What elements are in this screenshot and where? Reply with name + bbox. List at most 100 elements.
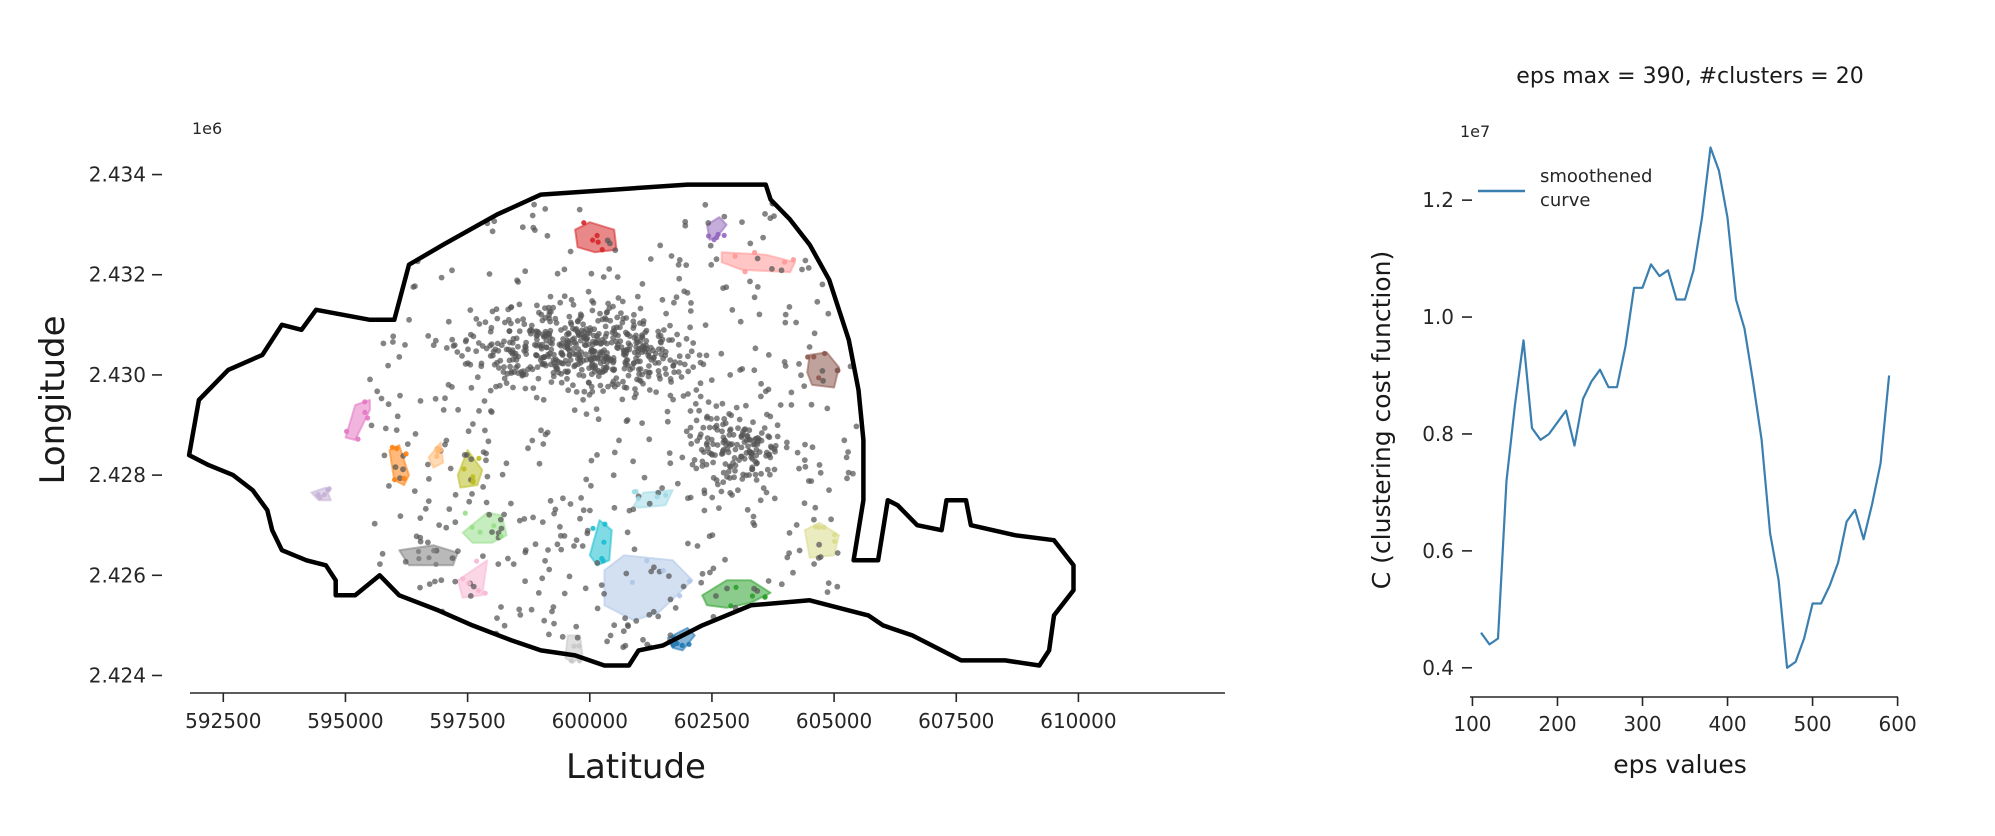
noise-point xyxy=(559,352,566,358)
noise-point xyxy=(552,315,559,322)
noise-point xyxy=(834,583,841,590)
cluster-point xyxy=(728,603,734,609)
noise-point xyxy=(558,379,565,386)
noise-point xyxy=(585,288,592,295)
noise-point xyxy=(761,425,768,431)
cluster-point xyxy=(835,367,841,374)
noise-point xyxy=(577,515,583,522)
noise-point xyxy=(559,633,566,640)
noise-point xyxy=(516,606,523,613)
noise-point xyxy=(584,527,591,534)
noise-point xyxy=(572,339,578,346)
noise-point xyxy=(529,212,536,219)
noise-point xyxy=(570,351,577,357)
noise-point xyxy=(668,253,675,259)
noise-point xyxy=(539,519,546,525)
noise-point xyxy=(522,268,529,275)
noise-point xyxy=(512,353,519,359)
noise-point xyxy=(675,369,682,375)
cluster-point xyxy=(590,525,596,531)
noise-point xyxy=(653,389,659,395)
noise-point xyxy=(476,408,482,414)
map-y-tick-label: 2.426 xyxy=(89,563,146,587)
cluster-point xyxy=(811,354,817,360)
cluster-point xyxy=(687,578,693,584)
noise-point xyxy=(571,363,578,370)
noise-point xyxy=(656,372,662,379)
noise-point xyxy=(784,439,790,446)
noise-point xyxy=(700,361,707,368)
noise-point xyxy=(549,336,556,343)
noise-point xyxy=(371,520,378,527)
cluster-point xyxy=(629,579,636,585)
noise-point xyxy=(646,436,653,443)
noise-point xyxy=(567,319,574,326)
cluster-point xyxy=(762,594,768,600)
noise-point xyxy=(735,425,741,431)
noise-point xyxy=(853,423,860,430)
noise-point xyxy=(503,460,510,467)
noise-point xyxy=(760,485,767,491)
noise-point xyxy=(713,403,720,409)
noise-point xyxy=(488,324,495,331)
noise-point xyxy=(754,588,761,594)
noise-point xyxy=(793,522,800,528)
noise-point xyxy=(765,433,772,440)
cluster-point xyxy=(568,658,575,664)
noise-point xyxy=(397,475,403,482)
noise-point xyxy=(581,334,587,341)
noise-point xyxy=(697,380,704,387)
noise-point xyxy=(619,298,626,305)
cluster-point xyxy=(714,234,720,241)
noise-point xyxy=(698,579,705,586)
noise-point xyxy=(652,360,659,366)
map-x-tick-label: 600000 xyxy=(552,709,628,733)
noise-point xyxy=(648,568,655,575)
noise-point xyxy=(639,334,646,340)
cluster-point xyxy=(816,524,822,531)
noise-point xyxy=(655,613,662,620)
noise-point xyxy=(618,310,624,316)
noise-point xyxy=(676,353,683,360)
noise-point xyxy=(404,441,411,447)
noise-point xyxy=(685,391,691,397)
noise-point xyxy=(680,393,687,399)
noise-point xyxy=(774,422,781,429)
noise-point xyxy=(467,361,474,368)
noise-point xyxy=(750,519,757,526)
noise-point xyxy=(515,279,521,285)
noise-point xyxy=(493,306,500,313)
noise-point xyxy=(565,345,571,352)
noise-point xyxy=(528,606,535,613)
noise-point xyxy=(485,438,492,445)
noise-point xyxy=(809,444,816,451)
noise-point xyxy=(736,416,743,423)
noise-point xyxy=(425,539,431,546)
noise-point xyxy=(716,505,722,511)
noise-point xyxy=(766,451,773,458)
noise-point xyxy=(494,315,501,322)
noise-point xyxy=(482,427,488,434)
noise-point xyxy=(636,377,643,383)
noise-point xyxy=(729,441,735,447)
noise-point xyxy=(722,461,729,467)
noise-point xyxy=(410,284,417,290)
map-x-tick-label: 607500 xyxy=(918,709,994,733)
noise-point xyxy=(655,368,662,374)
noise-point xyxy=(685,368,692,375)
noise-point xyxy=(402,558,409,565)
noise-point xyxy=(824,589,831,595)
noise-point xyxy=(576,206,583,213)
noise-point xyxy=(693,417,700,424)
noise-point xyxy=(548,379,555,385)
noise-point xyxy=(762,211,768,217)
noise-point xyxy=(701,487,708,494)
noise-point xyxy=(522,578,528,585)
noise-point xyxy=(730,431,737,438)
noise-point xyxy=(544,232,551,239)
cluster-point xyxy=(571,643,577,649)
noise-point xyxy=(729,492,735,498)
map-x-tick-label: 610000 xyxy=(1040,709,1116,733)
noise-point xyxy=(505,555,511,562)
noise-point xyxy=(662,365,669,372)
